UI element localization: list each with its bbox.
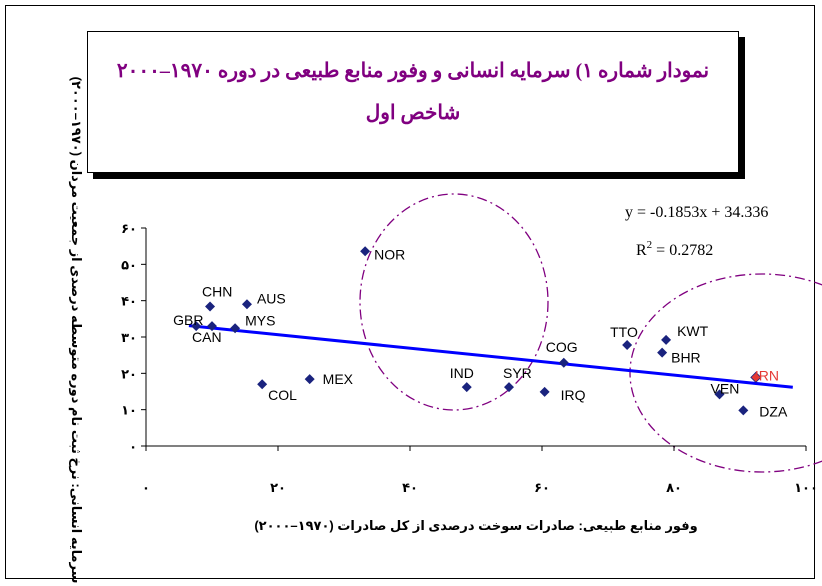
r-squared: R2 = 0.2782 (636, 239, 713, 259)
trendline (188, 324, 793, 389)
point-label-irn: IRN (755, 367, 779, 383)
y-tick-label: ۶۰ (121, 221, 137, 236)
data-point-ven (714, 389, 725, 400)
data-point-mys (230, 323, 241, 334)
y-tick-label: ۵۰ (121, 257, 137, 272)
point-label-mys: MYS (245, 312, 275, 328)
point-label-chn: CHN (202, 283, 232, 299)
data-point-nor (360, 246, 371, 257)
data-point-mex (304, 374, 315, 385)
data-point-chn (205, 301, 216, 312)
trendline-group (188, 324, 793, 389)
highlight-circle-center (359, 193, 549, 411)
point-label-ven: VEN (711, 380, 740, 396)
title-box: نمودار شماره ۱) سرمایه انسانی و وفور منا… (87, 31, 739, 173)
r-squared-value: = 0.2782 (652, 242, 713, 259)
point-label-cog: COG (546, 339, 578, 355)
point-label-can: CAN (192, 329, 222, 345)
chart-title: نمودار شماره ۱) سرمایه انسانی و وفور منا… (116, 60, 710, 82)
y-axis-title: سرمایه انسانی: نرخ ثبت نام دوره متوسطه د… (68, 77, 84, 584)
point-label-ind: IND (450, 365, 474, 381)
x-tick-label: ۴۰ (402, 480, 418, 495)
y-tick-label: ۳۰ (121, 330, 137, 345)
data-point-cog (558, 357, 569, 368)
point-label-col: COL (268, 387, 297, 403)
data-point-aus (241, 299, 252, 310)
x-tick-label: ۰ (142, 480, 150, 495)
point-label-aus: AUS (257, 290, 286, 306)
data-point-irn (750, 371, 762, 383)
point-label-bhr: BHR (671, 350, 701, 366)
data-point-can (207, 321, 217, 332)
point-label-nor: NOR (374, 246, 405, 262)
chart-frame (5, 5, 815, 579)
point-label-mex: MEX (323, 371, 354, 387)
data-point-ind (461, 382, 472, 393)
point-label-kwt: KWT (677, 323, 709, 339)
y-tick-label: ۰ (129, 439, 137, 454)
data-point-gbr (191, 321, 202, 332)
data-point-dza (738, 405, 749, 416)
data-point-tto (622, 339, 633, 350)
trend-equation: y = -0.1853x + 34.336 (625, 204, 768, 221)
r-squared-symbol: R (636, 242, 647, 259)
point-label-syr: SYR (503, 365, 532, 381)
data-point-bhr (657, 347, 668, 358)
chart-subtitle: شاخص اول (365, 102, 461, 124)
data-point-irq (539, 386, 550, 397)
x-axis-title: وفور منابع طبیعی: صادرات سوخت درصدی از ک… (254, 518, 697, 533)
highlight-circle-right (629, 273, 822, 473)
point-label-irq: IRQ (561, 387, 586, 403)
x-tick-label: ۶۰ (534, 480, 550, 495)
y-tick-label: ۴۰ (121, 294, 137, 309)
x-tick-label: ۸۰ (666, 480, 682, 495)
y-tick-label: ۱۰ (121, 403, 137, 418)
x-tick-label: ۲۰ (270, 480, 286, 495)
x-ticks: ۰ ۲۰ ۴۰ ۶۰ ۸۰ ۱۰۰ (142, 446, 818, 495)
r-squared-exponent: 2 (647, 239, 653, 251)
point-label-tto: TTO (610, 324, 638, 340)
data-point-kwt (661, 334, 672, 345)
point-label-gbr: GBR (173, 312, 203, 328)
y-tick-label: ۲۰ (121, 366, 137, 381)
data-point-col (257, 379, 268, 390)
y-ticks: ۰ ۱۰ ۲۰ ۳۰ ۴۰ ۵۰ ۶۰ (121, 221, 146, 454)
x-tick-label: ۱۰۰ (794, 480, 818, 495)
data-point-syr (504, 382, 514, 393)
point-label-dza: DZA (759, 403, 788, 419)
